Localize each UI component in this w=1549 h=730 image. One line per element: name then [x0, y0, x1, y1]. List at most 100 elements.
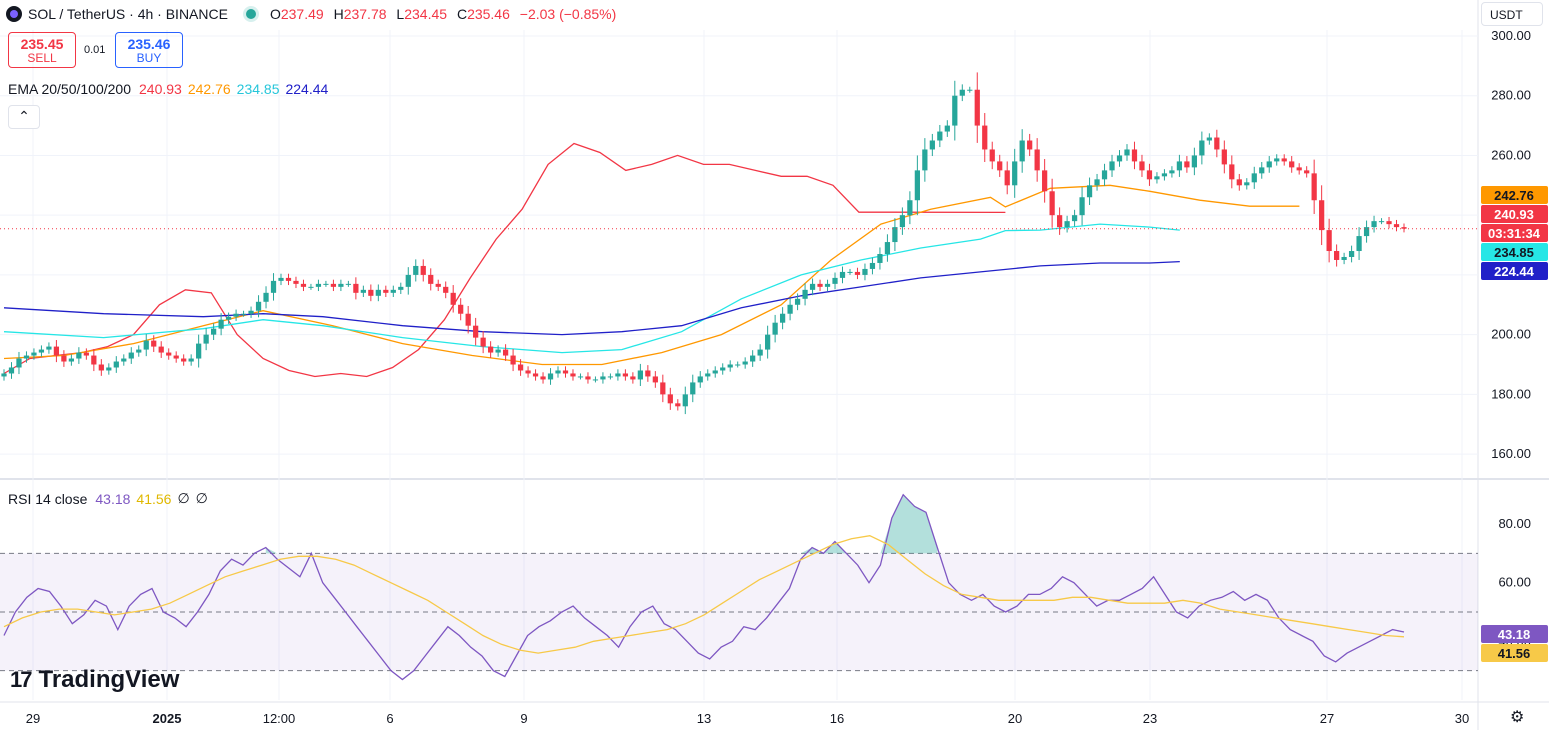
candle-body	[660, 382, 666, 395]
candle-body	[225, 316, 232, 320]
candle-body	[809, 283, 816, 290]
candle-body	[166, 352, 172, 356]
candle-body	[23, 355, 30, 359]
candle-body	[1042, 170, 1048, 192]
buy-label: BUY	[136, 51, 162, 65]
candle-body	[1334, 251, 1340, 260]
chevron-up-icon: ⌃	[18, 108, 30, 124]
price-axis-label: 242.76	[1494, 188, 1534, 203]
candle-body	[1214, 137, 1220, 150]
candle-body	[368, 289, 374, 296]
candle-body	[1341, 256, 1347, 260]
candle-body	[600, 376, 606, 380]
candle-body	[248, 310, 254, 314]
candle-body	[1393, 224, 1400, 228]
candle-body	[413, 265, 419, 275]
candle-body	[233, 313, 239, 317]
change-value: −2.03 (−0.85%)	[519, 6, 617, 22]
candle-body	[1146, 170, 1153, 180]
candle-body	[1296, 167, 1302, 171]
price-tick-label: 280.00	[1491, 88, 1531, 103]
sol-logo-icon	[6, 6, 22, 22]
candle-body	[1244, 182, 1250, 186]
candle-body	[1169, 170, 1175, 174]
candle-body	[982, 125, 988, 150]
candle-body	[31, 352, 37, 356]
rsi-ma-value: 41.56	[136, 490, 172, 507]
candle-body	[1131, 149, 1138, 162]
candle-body	[1348, 251, 1355, 257]
candle-body	[510, 355, 516, 365]
candle-body	[787, 304, 793, 314]
buy-button[interactable]: 235.46 BUY	[115, 32, 183, 68]
price-axis-label: 240.93	[1494, 207, 1534, 222]
candle-body	[1304, 170, 1310, 174]
candle-body	[1034, 149, 1040, 171]
price-tick-label: 180.00	[1491, 386, 1531, 401]
candle-body	[705, 373, 711, 377]
candle-body	[300, 283, 307, 287]
candle-body	[959, 89, 965, 96]
price-axis-label-bg	[1481, 243, 1548, 261]
x-tick-label: 13	[697, 711, 711, 726]
candle-body	[353, 283, 359, 293]
candle-body	[645, 370, 651, 377]
candle-body	[1401, 227, 1407, 229]
candle-body	[570, 373, 576, 377]
candle-body	[390, 289, 396, 293]
candle-body	[929, 140, 935, 150]
candle-body	[181, 358, 187, 362]
candle-body	[907, 200, 913, 216]
candle-body	[113, 361, 119, 368]
settings-icon[interactable]: ⚙	[1510, 709, 1525, 726]
candle-body	[285, 277, 292, 281]
candle-body	[308, 286, 314, 288]
price-tick-label: 300.00	[1491, 28, 1531, 43]
candle-body	[1319, 200, 1325, 231]
price-axis-label-bg	[1481, 224, 1548, 242]
candle-body	[525, 370, 531, 374]
candle-body	[892, 227, 898, 243]
ema200-value: 224.44	[285, 81, 329, 97]
candle-body	[106, 367, 112, 371]
candle-body	[615, 373, 621, 377]
price-tick-label: 260.00	[1491, 147, 1531, 162]
candle-body	[547, 373, 554, 380]
candle-body	[38, 349, 45, 353]
candle-body	[375, 289, 381, 296]
candle-body	[690, 382, 696, 395]
candle-body	[1109, 161, 1115, 171]
collapse-legend-button[interactable]: ⌃	[8, 105, 40, 129]
candle-body	[345, 283, 352, 285]
tradingview-logo-text: TradingView	[38, 666, 180, 693]
candle-body	[862, 268, 868, 275]
candle-body	[952, 95, 958, 126]
candle-body	[1229, 164, 1235, 180]
candle-body	[1289, 161, 1295, 168]
candle-body	[997, 161, 1003, 171]
currency-selector[interactable]: USDT	[1481, 2, 1543, 26]
candle-body	[1004, 170, 1010, 186]
candle-body	[8, 367, 15, 374]
tradingview-logo: 17 TradingView	[10, 666, 179, 694]
candle-body	[1281, 158, 1287, 162]
candle-body	[682, 394, 688, 407]
x-tick-label: 30	[1455, 711, 1469, 726]
candle-body	[869, 262, 876, 269]
candle-body	[270, 280, 277, 293]
rsi-line	[3, 493, 1405, 681]
candle-body	[1356, 236, 1362, 252]
sell-button[interactable]: 235.45 SELL	[8, 32, 76, 68]
candle-body	[555, 370, 561, 374]
candle-body	[46, 346, 52, 350]
rsi-tick-label: 80.00	[1498, 516, 1531, 531]
symbol-legend: SOL / TetherUS · 4h · BINANCE O237.49 H2…	[6, 6, 622, 22]
candle-body	[465, 313, 471, 326]
candle-body	[173, 355, 179, 359]
candle-body	[1221, 149, 1227, 165]
ema-legend: EMA 20/50/100/200 240.93 242.76 234.85 2…	[8, 81, 328, 97]
candle-body	[839, 271, 846, 278]
candle-body	[83, 352, 89, 356]
rsi-legend: RSI 14 close 43.18 41.56 ∅ ∅	[8, 490, 208, 507]
